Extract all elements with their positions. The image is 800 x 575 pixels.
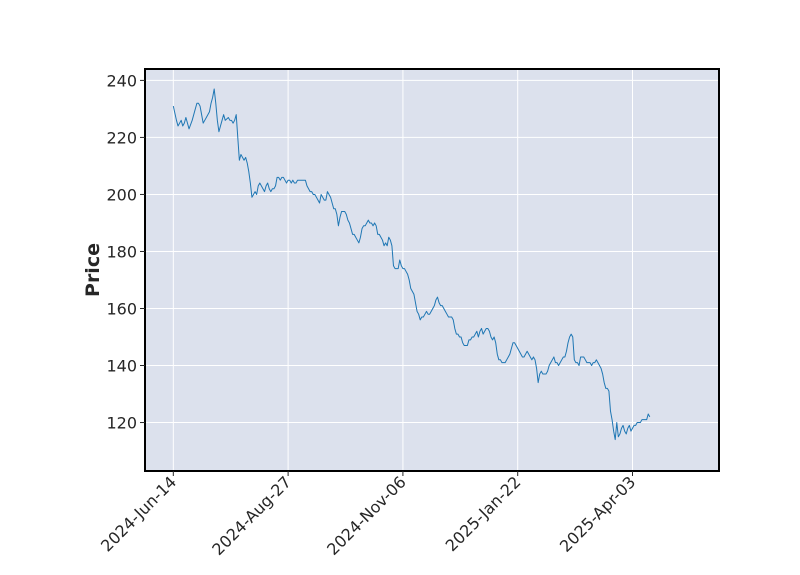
plot-frame — [144, 68, 720, 472]
price-series-line — [172, 88, 651, 441]
y-tick-label: 180 — [106, 242, 137, 261]
x-tick-label: 2025-Apr-03 — [556, 472, 639, 555]
plot-area — [145, 69, 719, 471]
x-tick-label: 2025-Jan-22 — [442, 472, 525, 555]
series-layer — [172, 88, 651, 441]
x-tick-label: 2024-Jun-14 — [97, 472, 180, 555]
y-tick-label: 160 — [106, 299, 137, 318]
y-tick-label: 120 — [106, 414, 137, 433]
y-axis-label: Price — [82, 243, 104, 297]
y-tick-label: 240 — [106, 71, 137, 90]
x-axis: 2024-Jun-14 2024-Aug-27 2024-Nov-06 2025-Ja… — [97, 471, 639, 559]
y-tick-label: 140 — [106, 357, 137, 376]
y-axis: 120 140 160 180 200 220 240 — [106, 71, 145, 433]
grid-lines — [145, 69, 719, 471]
x-tick-label: 2024-Nov-06 — [323, 472, 410, 559]
x-tick-label: 2024-Aug-27 — [208, 472, 295, 559]
y-tick-label: 220 — [106, 128, 137, 147]
y-tick-label: 200 — [106, 185, 137, 204]
